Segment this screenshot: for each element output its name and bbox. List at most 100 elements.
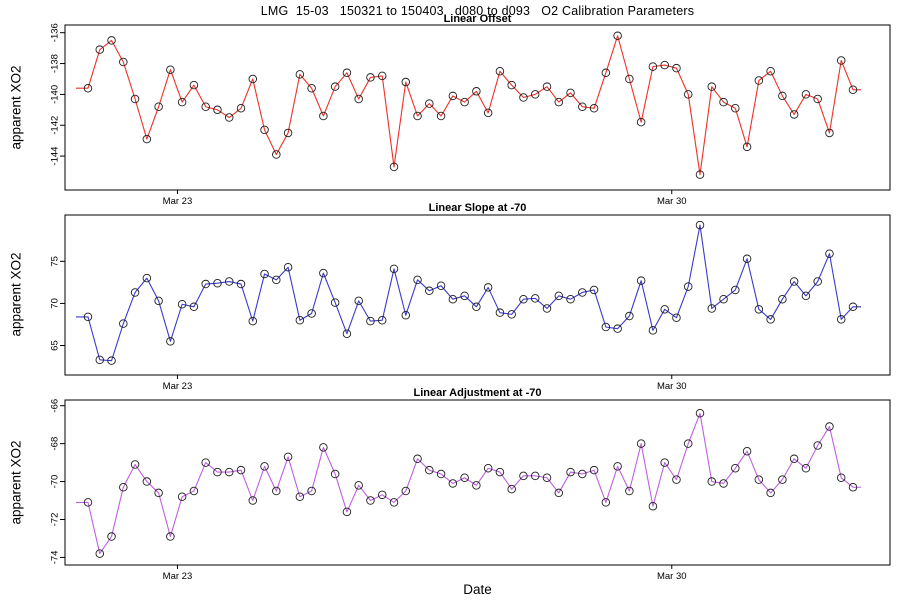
data-point-marker xyxy=(742,142,752,152)
data-point-marker xyxy=(519,93,528,102)
data-point-marker xyxy=(272,486,281,496)
x-tick-label: Mar 23 xyxy=(163,571,193,582)
data-point-marker xyxy=(142,477,152,486)
data-point-marker xyxy=(825,249,834,258)
data-point-marker xyxy=(472,481,481,490)
data-point-marker xyxy=(177,97,187,107)
data-point-marker xyxy=(283,262,293,272)
data-point-marker xyxy=(319,111,328,121)
data-point-marker xyxy=(848,85,858,95)
y-tick-label: -136 xyxy=(49,23,60,42)
data-point-marker xyxy=(495,67,505,76)
data-point-marker xyxy=(507,310,516,319)
data-point-marker xyxy=(766,67,775,76)
data-point-marker xyxy=(530,471,540,481)
data-point-marker xyxy=(836,315,846,324)
data-point-marker xyxy=(707,477,717,486)
x-tick-label: Mar 30 xyxy=(657,381,687,392)
data-point-marker xyxy=(83,312,93,322)
data-point-marker xyxy=(813,277,822,286)
data-point-marker xyxy=(566,294,575,304)
data-point-marker xyxy=(425,465,434,475)
data-point-marker xyxy=(366,316,375,326)
data-point-marker xyxy=(789,110,799,119)
data-point-marker xyxy=(330,82,340,91)
data-point-marker xyxy=(636,276,646,285)
data-point-marker xyxy=(354,296,363,306)
y-tick-label: -140 xyxy=(49,85,60,104)
y-tick-label: 65 xyxy=(49,340,60,351)
data-point-marker xyxy=(460,291,469,301)
data-point-marker xyxy=(342,68,352,78)
data-point-marker xyxy=(836,56,846,65)
data-point-marker xyxy=(354,94,363,104)
data-point-marker xyxy=(401,486,411,496)
data-point-marker xyxy=(236,279,246,289)
y-tick-label: -144 xyxy=(49,147,60,166)
data-point-marker xyxy=(448,479,458,488)
data-point-marker xyxy=(731,285,740,295)
y-tick-label: -68 xyxy=(49,437,60,451)
data-point-marker xyxy=(530,294,540,303)
data-point-marker xyxy=(107,356,116,365)
data-point-marker xyxy=(801,291,811,301)
data-point-marker xyxy=(425,99,434,108)
plot-box xyxy=(64,214,891,376)
data-point-marker xyxy=(119,57,128,67)
data-point-marker xyxy=(189,486,199,496)
data-point-marker xyxy=(789,454,799,464)
data-point-marker xyxy=(389,498,399,507)
data-point-marker xyxy=(413,111,422,121)
y-tick-label: -72 xyxy=(49,513,60,527)
data-point-marker xyxy=(836,473,846,483)
data-point-marker xyxy=(95,549,105,558)
data-point-marker xyxy=(130,288,140,297)
data-point-marker xyxy=(801,90,811,99)
data-point-marker xyxy=(636,439,646,448)
data-point-marker xyxy=(377,316,387,325)
data-point-marker xyxy=(307,309,316,318)
data-point-marker xyxy=(224,277,234,286)
data-point-marker xyxy=(825,422,834,431)
data-point-marker xyxy=(613,324,622,333)
data-point-marker xyxy=(613,462,622,471)
data-point-marker xyxy=(848,482,858,492)
data-point-marker xyxy=(530,90,540,99)
y-tick-label: -66 xyxy=(49,399,60,413)
data-point-marker xyxy=(260,125,269,135)
data-point-marker xyxy=(425,286,434,296)
data-point-marker xyxy=(201,458,210,467)
data-point-marker xyxy=(731,464,740,473)
data-point-marker xyxy=(307,486,316,496)
data-point-marker xyxy=(754,475,764,484)
data-point-marker xyxy=(636,117,646,127)
data-point-marker xyxy=(589,465,599,475)
data-point-marker xyxy=(272,275,281,285)
data-point-marker xyxy=(401,310,411,320)
data-point-marker xyxy=(648,501,658,511)
data-point-marker xyxy=(130,94,140,104)
data-point-marker xyxy=(389,162,399,172)
data-point-marker xyxy=(354,481,363,490)
y-tick-label: -142 xyxy=(49,116,60,135)
series-line xyxy=(76,35,861,176)
panel3-y-axis-label: apparent XO2 xyxy=(8,440,24,525)
data-point-marker xyxy=(766,315,775,324)
data-point-marker xyxy=(330,298,340,307)
data-point-marker xyxy=(295,492,305,501)
data-point-marker xyxy=(260,462,269,471)
data-point-marker xyxy=(95,45,105,54)
data-point-marker xyxy=(319,268,328,278)
main-title: LMG 15-03 150321 to 150403 d080 to d093 … xyxy=(260,4,695,18)
plot-box xyxy=(64,399,891,566)
data-point-marker xyxy=(483,108,493,118)
plot-box xyxy=(64,24,891,191)
data-point-marker xyxy=(189,302,199,312)
x-axis-label: Date xyxy=(463,582,492,597)
data-point-marker xyxy=(519,294,528,304)
data-point-marker xyxy=(554,97,564,107)
panel-3-linear-adjustment-at-70: -66 -68 -70 -72 -74 Mar 23 Mar 30 xyxy=(49,399,891,582)
panel1-y-axis-label: apparent XO2 xyxy=(8,65,24,150)
series-line xyxy=(76,412,861,555)
data-point-marker xyxy=(342,329,352,338)
